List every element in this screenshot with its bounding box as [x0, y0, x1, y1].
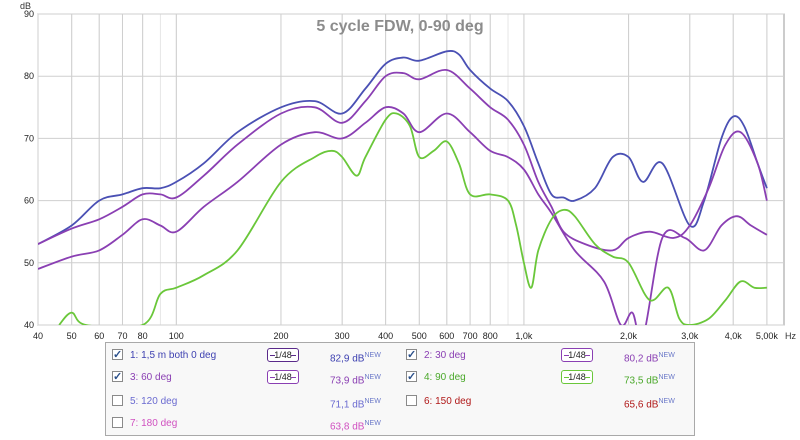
- grid: [37, 13, 784, 326]
- y-tick-label: 70: [24, 133, 34, 143]
- x-tick-label: 600: [439, 331, 454, 340]
- legend-value-5: 71,1 dBNEW: [330, 392, 381, 415]
- x-tick-label: 5,00k: [756, 331, 779, 340]
- x-tick-label: 60: [94, 331, 104, 340]
- legend-value-4: 73,5 dBNEW: [624, 368, 675, 391]
- smoothing-button-3[interactable]: 1/48: [267, 370, 299, 384]
- x-tick-label: 400: [378, 331, 393, 340]
- x-tick-label: 500: [412, 331, 427, 340]
- x-tick-label: 800: [483, 331, 498, 340]
- checkbox-2[interactable]: [406, 345, 417, 365]
- new-badge-7: NEW: [364, 420, 381, 427]
- series-lines: [38, 50, 768, 325]
- value-text-4: 73,5 dB: [624, 375, 659, 387]
- x-tick-label: 300: [335, 331, 350, 340]
- new-badge-2: NEW: [658, 352, 675, 359]
- checkbox-7[interactable]: [112, 417, 123, 428]
- checkbox-4[interactable]: [406, 367, 417, 387]
- legend-label-3: 3: 60 deg: [130, 372, 172, 383]
- checkbox-3[interactable]: [112, 367, 123, 387]
- checkbox-5[interactable]: [112, 395, 123, 406]
- legend-label-2: 2: 30 deg: [424, 350, 466, 361]
- new-badge-1: NEW: [364, 352, 381, 359]
- smoothing-label-2: 1/48: [568, 350, 586, 360]
- y-tick-label: 80: [24, 71, 34, 81]
- smoothing-label-1: 1/48: [274, 350, 292, 360]
- x-axis-label: Hz: [785, 331, 796, 340]
- legend-value-3: 73,9 dBNEW: [330, 368, 381, 391]
- value-text-2: 80,2 dB: [624, 353, 659, 365]
- value-text-3: 73,9 dB: [330, 375, 365, 387]
- x-tick-label: 700: [463, 331, 478, 340]
- plot-background: [37, 13, 785, 326]
- legend-label-4: 4: 90 deg: [424, 372, 466, 383]
- value-text-7: 63,8 dB: [330, 421, 365, 433]
- x-tick-label: 1,0k: [515, 331, 533, 340]
- smoothing-label-3: 1/48: [274, 372, 292, 382]
- x-tick-label: 100: [169, 331, 184, 340]
- smoothing-label-4: 1/48: [568, 372, 586, 382]
- x-tick-label: 50: [67, 331, 77, 340]
- y-tick-label: 90: [24, 9, 34, 19]
- legend-label-5: 5: 120 deg: [130, 396, 178, 407]
- y-tick-label: 50: [24, 258, 34, 268]
- legend-label-6: 6: 150 deg: [424, 396, 472, 407]
- legend-value-7: 63,8 dBNEW: [330, 414, 381, 437]
- legend-label-7: 7: 180 deg: [130, 418, 178, 429]
- x-tick-label: 2,0k: [620, 331, 638, 340]
- value-text-6: 65,6 dB: [624, 399, 659, 411]
- series-line-3: [38, 106, 768, 325]
- x-tick-label: 4,0k: [725, 331, 743, 340]
- x-tick-label: 40: [33, 331, 43, 340]
- x-tick-label: 3,0k: [681, 331, 699, 340]
- y-axis-label: dB: [20, 1, 31, 11]
- x-tick-label: 70: [117, 331, 127, 340]
- legend-panel: 1: 1,5 m both 0 deg 1/48 82,9 dBNEW 2: 3…: [105, 342, 695, 436]
- y-tick-label: 40: [24, 320, 34, 330]
- new-badge-4: NEW: [658, 374, 675, 381]
- checkbox-1[interactable]: [112, 345, 123, 365]
- x-tick-label: 200: [273, 331, 288, 340]
- value-text-5: 71,1 dB: [330, 399, 365, 411]
- frequency-response-chart: 40 50 60 70 80 100 200 300 400 500 600 700 800 1,0k 2,…: [20, 1, 796, 340]
- smoothing-button-2[interactable]: 1/48: [561, 348, 593, 362]
- chart-title: 5 cycle FDW, 0-90 deg: [316, 18, 483, 35]
- smoothing-button-1[interactable]: 1/48: [267, 348, 299, 362]
- legend-value-6: 65,6 dBNEW: [624, 392, 675, 415]
- new-badge-5: NEW: [364, 398, 381, 405]
- legend-value-1: 82,9 dBNEW: [330, 346, 381, 369]
- tick-labels: 40 50 60 70 80 100 200 300 400 500 600 700 800 1,0k 2,…: [24, 9, 778, 340]
- y-tick-label: 60: [24, 196, 34, 206]
- legend-label-1: 1: 1,5 m both 0 deg: [130, 350, 217, 361]
- checkbox-6[interactable]: [406, 395, 417, 406]
- legend-value-2: 80,2 dBNEW: [624, 346, 675, 369]
- x-tick-label: 80: [138, 331, 148, 340]
- series-line-4: [58, 112, 767, 325]
- series-line-2: [38, 69, 768, 252]
- new-badge-3: NEW: [364, 374, 381, 381]
- value-text-1: 82,9 dB: [330, 353, 365, 365]
- new-badge-6: NEW: [658, 398, 675, 405]
- smoothing-button-4[interactable]: 1/48: [561, 370, 593, 384]
